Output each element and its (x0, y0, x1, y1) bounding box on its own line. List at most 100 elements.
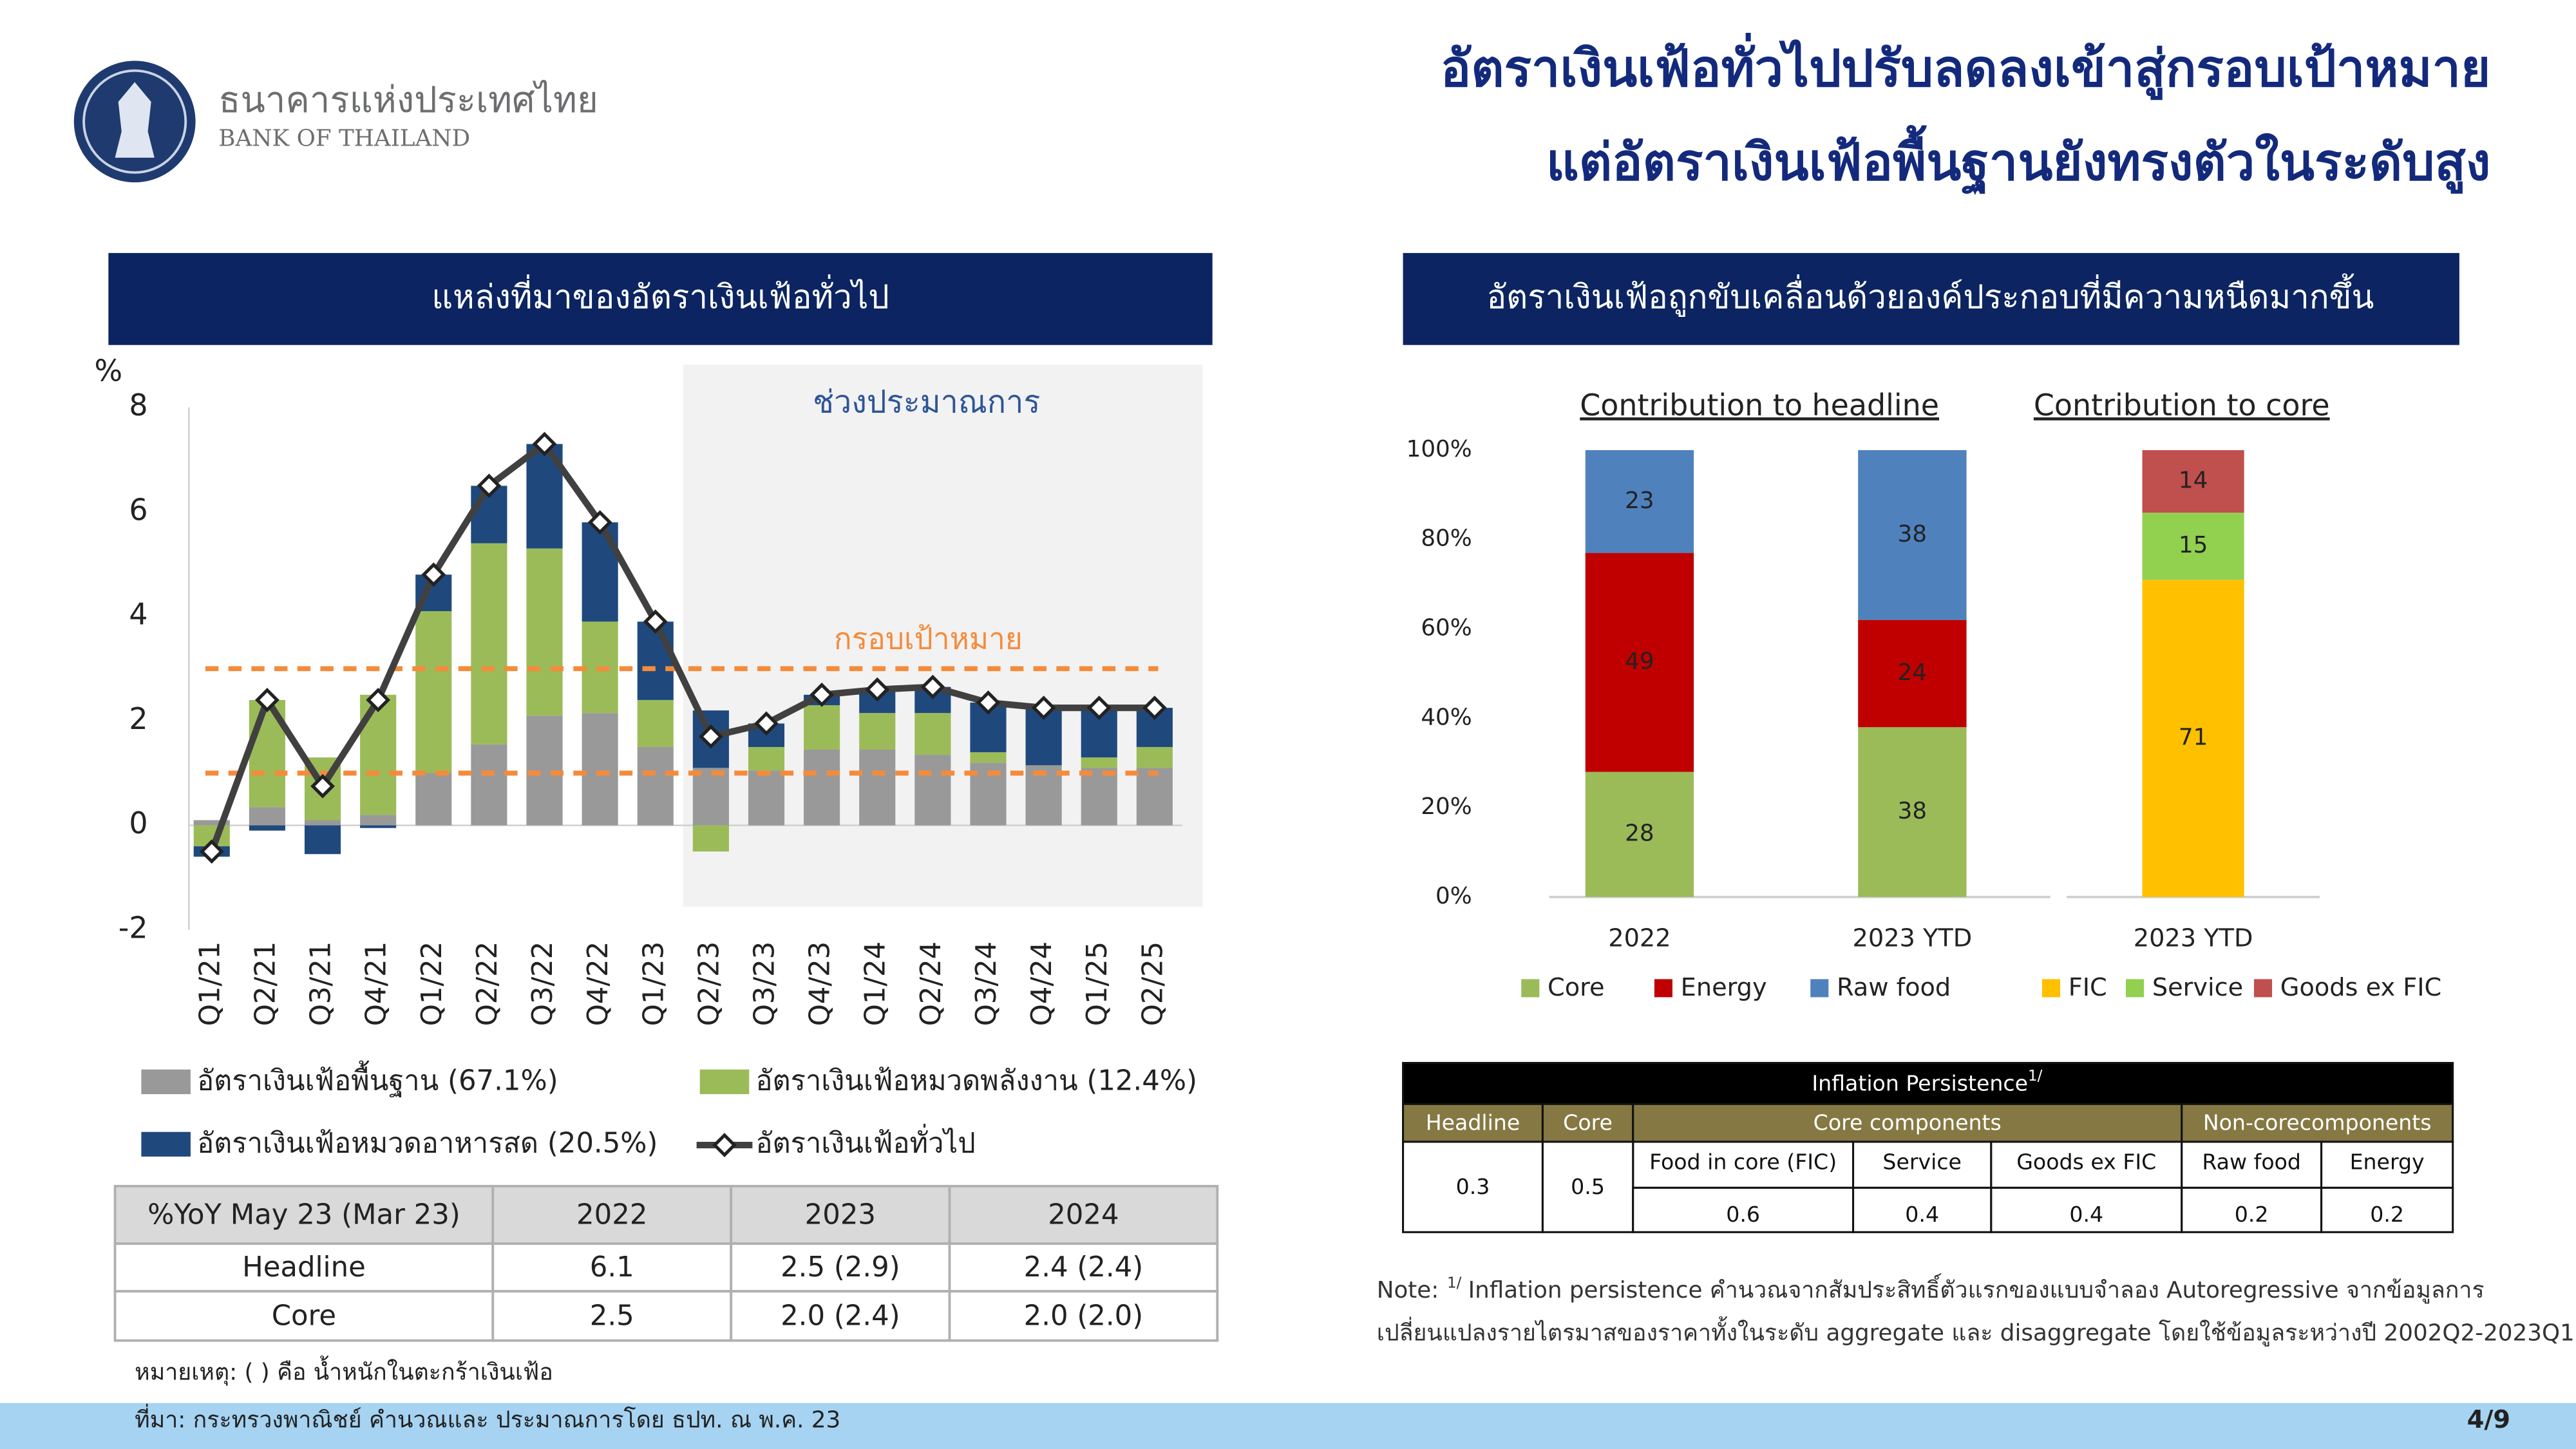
table-title-text: Inflation Persistence (1812, 1070, 2028, 1095)
table-title: Inflation Persistence1/ (1812, 1067, 2042, 1095)
bar-segment (415, 773, 452, 826)
bar-segment (304, 820, 341, 826)
legend-marker (712, 1133, 737, 1157)
table-header: Core components (1814, 1110, 2002, 1135)
y-unit: % (95, 354, 123, 388)
y-tick-label: 0% (1435, 883, 1472, 909)
line-marker (976, 690, 1001, 715)
legend-swatch (1810, 979, 1829, 998)
y-tick-label: 60% (1421, 615, 1472, 641)
table-text: 6.1 (590, 1251, 634, 1283)
y-tick-label: 8 (129, 388, 147, 422)
table-header: %YoY May 23 (Mar 23) (147, 1199, 460, 1231)
table-header-cell (2181, 1103, 2454, 1143)
legend-swatch (141, 1069, 191, 1094)
y-tick-label: 0 (129, 806, 147, 840)
data-label: 71 (2179, 724, 2208, 751)
bar-segment (304, 825, 341, 855)
legend-label: อัตราเงินเฟ้อพื้นฐาน (67.1%) (197, 1061, 558, 1097)
table-value: 0.2 (2370, 1202, 2404, 1227)
x-tick-label: Q2/23 (693, 942, 725, 1026)
line-marker (754, 711, 779, 736)
legend-swatch (2254, 979, 2273, 998)
line-marker (1086, 696, 1112, 721)
bar-segment (193, 820, 230, 826)
legend-swatch (141, 1132, 191, 1157)
bar-segment (1136, 768, 1173, 826)
footnote: หมายเหตุ: ( ) คือ น้ำหนักในตะกร้าเงินเฟ้… (135, 1356, 553, 1386)
legend-swatch (1521, 979, 1540, 998)
x-tick-label: Q4/22 (582, 942, 614, 1026)
bar-segment (360, 815, 397, 826)
x-tick-label: Q2/21 (249, 942, 281, 1026)
table-cell (1990, 1186, 2183, 1233)
bar-segment (1081, 757, 1117, 768)
line-marker (532, 431, 557, 457)
bar-segment (748, 746, 785, 771)
table-header: Non-corecomponents (2203, 1110, 2432, 1135)
x-tick-label: Q2/24 (915, 942, 947, 1026)
bar-segment (1858, 727, 1967, 897)
data-label: 23 (1625, 488, 1654, 514)
table-header-cell (113, 1184, 495, 1245)
legend-label: FIC (2069, 973, 2107, 1002)
x-tick-label: Q4/21 (361, 942, 393, 1026)
x-tick-label: Q3/24 (971, 942, 1003, 1026)
table-subheader: Goods ex FIC (2016, 1150, 2156, 1175)
left-banner (108, 252, 1213, 345)
bar-segment (748, 770, 785, 826)
x-tick-label: Q1/23 (638, 942, 670, 1027)
bar-segment (360, 825, 397, 828)
y-tick-label: 4 (129, 597, 147, 632)
table-text: 2.0 (2.4) (781, 1300, 900, 1332)
table-cell (1632, 1186, 1855, 1233)
legend-label: Core (1548, 973, 1605, 1002)
table-cell (491, 1290, 733, 1342)
line-marker (587, 510, 612, 535)
logo (73, 61, 196, 183)
legend-label: Raw food (1837, 973, 1951, 1002)
table-cell (730, 1290, 951, 1342)
table-cell (1541, 1141, 1634, 1233)
bar-segment (692, 768, 729, 826)
line-marker (199, 839, 224, 864)
data-label: 24 (1898, 659, 1927, 686)
note-sup: 1/ (1447, 1274, 1462, 1291)
x-tick-label: Q2/25 (1137, 942, 1169, 1026)
data-label: 15 (2179, 532, 2208, 558)
x-tick-label: Q4/24 (1026, 942, 1058, 1026)
table-subheader-cell (1852, 1141, 1993, 1189)
bar-segment (249, 807, 285, 826)
table-cell (948, 1290, 1219, 1342)
right-banner-title: อัตราเงินเฟ้อถูกขับเคลื่อนด้วยองค์ประกอบ… (1486, 273, 2374, 317)
bar-segment (360, 694, 397, 815)
x-tick-label: Q1/22 (416, 942, 448, 1027)
legend-label: อัตราเงินเฟ้อหมวดพลังงาน (12.4%) (755, 1065, 1197, 1097)
table-subheader-cell (2181, 1141, 2323, 1189)
line-marker (477, 473, 502, 498)
legend-swatch (1654, 979, 1672, 998)
data-label: 14 (2179, 468, 2208, 494)
bank-name-th: ธนาคารแห่งประเทศไทย (218, 79, 598, 121)
legend-swatch (2041, 979, 2060, 998)
table-text: 2.4 (2.4) (1024, 1251, 1144, 1283)
data-label: 49 (1625, 649, 1654, 675)
line-marker (366, 688, 391, 712)
table-cell (1402, 1141, 1544, 1233)
table-header: Headline (1426, 1110, 1520, 1135)
table-value: 0.4 (2069, 1202, 2103, 1227)
table-cell (113, 1242, 495, 1293)
table-header-cell (1541, 1103, 1634, 1143)
table-cell (113, 1290, 495, 1342)
bar-segment (804, 705, 840, 750)
table-text: 2.5 (2.9) (781, 1251, 900, 1283)
bar-segment (526, 715, 563, 826)
bar-segment (1585, 553, 1694, 772)
line-marker (643, 609, 668, 634)
table-value: 0.3 (1456, 1174, 1490, 1199)
bar-segment (1136, 746, 1173, 768)
line-marker (810, 682, 835, 707)
x-tick-label: Q1/24 (860, 942, 892, 1026)
table-header-cell (948, 1184, 1219, 1245)
